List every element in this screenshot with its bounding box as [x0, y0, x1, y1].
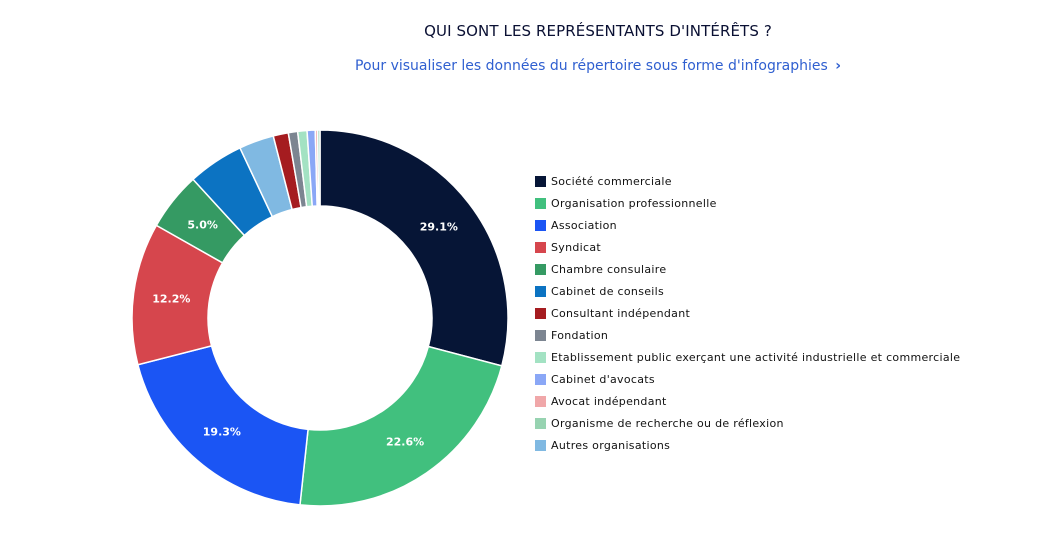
- legend-swatch: [535, 373, 546, 385]
- legend-item-syndicat[interactable]: Syndicat: [535, 236, 960, 258]
- legend-label: Cabinet d'avocats: [551, 372, 655, 386]
- slice-label-societe-commerciale: 29.1%: [420, 220, 458, 233]
- legend-item-organisme-de-recherche-ou-de-reflexion[interactable]: Organisme de recherche ou de réflexion: [535, 412, 960, 434]
- legend-label: Association: [551, 218, 617, 232]
- legend-swatch: [535, 175, 546, 187]
- legend-swatch: [535, 285, 546, 297]
- slice-label-chambre-consulaire: 5.0%: [187, 219, 218, 232]
- legend-label: Organisation professionnelle: [551, 196, 717, 210]
- slice-organisation-professionnelle[interactable]: [299, 345, 503, 507]
- slice-societe-commerciale[interactable]: [319, 129, 509, 367]
- infographics-link-text: Pour visualiser les données du répertoir…: [355, 58, 828, 74]
- legend-item-cabinet-de-conseils[interactable]: Cabinet de conseils: [535, 280, 960, 302]
- legend-label: Fondation: [551, 328, 609, 342]
- legend-swatch: [535, 439, 546, 451]
- chevron-right-icon: ›: [835, 58, 841, 74]
- legend-item-cabinet-d-avocats[interactable]: Cabinet d'avocats: [535, 368, 960, 390]
- legend-label: Cabinet de conseils: [551, 284, 665, 298]
- legend-swatch: [535, 329, 546, 341]
- legend-label: Chambre consulaire: [551, 262, 667, 276]
- legend-label: Autres organisations: [551, 438, 671, 452]
- legend-item-organisation-professionnelle[interactable]: Organisation professionnelle: [535, 192, 960, 214]
- legend-swatch: [535, 307, 546, 319]
- legend-item-autres-organisations[interactable]: Autres organisations: [535, 434, 960, 456]
- legend-label: Etablissement public exerçant une activi…: [551, 350, 961, 364]
- legend-item-avocat-independant[interactable]: Avocat indépendant: [535, 390, 960, 412]
- slice-label-syndicat: 12.2%: [152, 292, 190, 305]
- donut-slices: [131, 129, 509, 507]
- legend-swatch: [535, 197, 546, 209]
- legend-label: Avocat indépendant: [551, 394, 667, 408]
- legend-item-association[interactable]: Association: [535, 214, 960, 236]
- legend-label: Organisme de recherche ou de réflexion: [551, 416, 784, 430]
- infographics-link[interactable]: Pour visualiser les données du répertoir…: [0, 58, 1051, 74]
- slice-organisme-de-recherche-ou-de-reflexion[interactable]: [316, 129, 321, 207]
- legend-swatch: [535, 417, 546, 429]
- slice-label-association: 19.3%: [203, 425, 241, 438]
- legend-item-fondation[interactable]: Fondation: [535, 324, 960, 346]
- legend-swatch: [535, 263, 546, 275]
- legend-swatch: [535, 241, 546, 253]
- legend-item-etablissement-public-exercant-une-activite-industrielle-et-commerciale[interactable]: Etablissement public exerçant une activi…: [535, 346, 960, 368]
- legend-item-consultant-independant[interactable]: Consultant indépendant: [535, 302, 960, 324]
- slice-label-organisation-professionnelle: 22.6%: [386, 436, 424, 449]
- page-title: QUI SONT LES REPRÉSENTANTS D'INTÉRÊTS ?: [424, 22, 772, 40]
- legend-label: Consultant indépendant: [551, 306, 691, 320]
- chart-legend: Société commerciale Organisation professi…: [535, 170, 960, 456]
- legend-item-societe-commerciale[interactable]: Société commerciale: [535, 170, 960, 192]
- legend-swatch: [535, 219, 546, 231]
- legend-swatch: [535, 395, 546, 407]
- legend-label: Société commerciale: [551, 174, 672, 188]
- legend-swatch: [535, 351, 546, 363]
- legend-label: Syndicat: [551, 240, 602, 254]
- donut-labels: 29.1% 22.6% 19.3% 12.2% 5.0%: [152, 219, 458, 449]
- legend-item-chambre-consulaire[interactable]: Chambre consulaire: [535, 258, 960, 280]
- donut-chart: 29.1% 22.6% 19.3% 12.2% 5.0%: [131, 129, 509, 507]
